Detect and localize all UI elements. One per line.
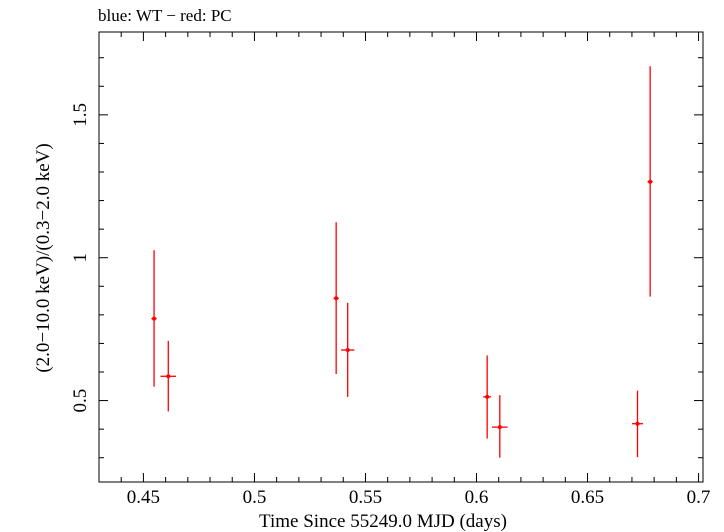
plot-frame (98, 31, 704, 483)
axis-ticks (98, 32, 703, 482)
x-tick-label: 0.7 (687, 487, 711, 508)
x-tick-label: 0.65 (571, 487, 604, 508)
data-point (151, 250, 157, 387)
point-marker (635, 421, 640, 426)
data-point (341, 302, 355, 397)
y-tick-label: 0.5 (70, 389, 91, 413)
point-marker (334, 296, 339, 301)
point-marker (485, 394, 490, 399)
data-point (160, 340, 177, 412)
y-tick-label: 1 (70, 253, 91, 263)
point-marker (152, 316, 157, 321)
x-tick-label: 0.55 (349, 487, 382, 508)
y-tick-labels: 0.5 1 1.5 (70, 103, 91, 412)
point-marker (648, 179, 653, 184)
point-marker (345, 348, 350, 352)
data-point (492, 395, 508, 458)
data-points (151, 66, 653, 458)
data-point (647, 66, 653, 297)
y-tick-label: 1.5 (70, 103, 91, 127)
data-point (631, 390, 644, 458)
x-axis-label: Time Since 55249.0 MJD (days) (259, 511, 507, 532)
y-axis-label: (2.0−10.0 keV)/(0.3−2.0 keV) (33, 143, 54, 372)
data-point (333, 222, 339, 374)
chart-header: blue: WT − red: PC (98, 6, 232, 25)
point-marker (497, 425, 502, 430)
data-point (483, 355, 492, 439)
x-tick-label: 0.5 (243, 487, 267, 508)
x-tick-label: 0.45 (127, 487, 160, 508)
x-tick-labels: 0.45 0.5 0.55 0.6 0.65 0.7 (127, 487, 711, 508)
x-tick-label: 0.6 (465, 487, 489, 508)
point-marker (166, 374, 171, 379)
